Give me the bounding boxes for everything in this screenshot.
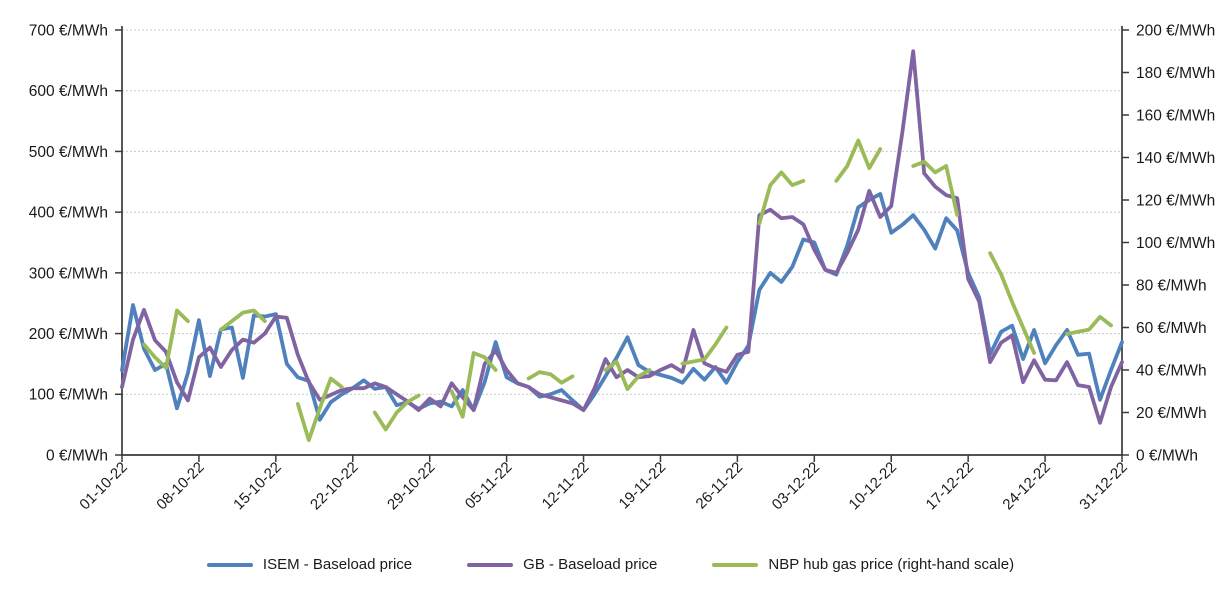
left-axis-label: 300 €/MWh	[29, 265, 108, 282]
series-line-gb	[120, 49, 1124, 425]
right-axis-label: 40 €/MWh	[1136, 362, 1207, 379]
legend-swatch-gb	[467, 562, 514, 567]
x-axis-label: 03-12-22	[769, 459, 823, 513]
legend-swatch-nbp	[712, 562, 759, 567]
legend-item-nbp: NBP hub gas price (right-hand scale)	[712, 556, 1014, 573]
x-axis-label: 10-12-22	[846, 459, 900, 513]
x-axis-label: 15-10-22	[230, 459, 284, 513]
right-axis-label: 80 €/MWh	[1136, 277, 1207, 294]
left-axis-label: 200 €/MWh	[29, 326, 108, 343]
x-axis-label: 22-10-22	[307, 459, 361, 513]
x-axis-label: 24-12-22	[999, 459, 1053, 513]
x-axis-label: 12-11-22	[539, 459, 593, 513]
left-axis-label: 700 €/MWh	[29, 22, 108, 39]
x-axis-label: 26-11-22	[693, 459, 747, 513]
legend-label-isem: ISEM - Baseload price	[262, 556, 413, 573]
x-axis-label: 31-12-22	[1076, 459, 1130, 513]
legend-swatch-isem	[206, 562, 253, 567]
right-axis-label: 180 €/MWh	[1136, 65, 1215, 82]
x-axis-label: 17-12-22	[923, 459, 977, 513]
chart-legend: ISEM - Baseload price GB - Baseload price…	[0, 556, 1221, 573]
x-axis-label: 29-10-22	[384, 459, 438, 513]
right-axis-label: 20 €/MWh	[1136, 405, 1207, 422]
left-axis-label: 0 €/MWh	[46, 447, 108, 464]
right-axis-label: 120 €/MWh	[1136, 192, 1215, 209]
legend-item-gb: GB - Baseload price	[467, 556, 657, 573]
series-line-nbp	[142, 138, 1113, 443]
series-line-isem	[120, 192, 1124, 422]
x-axis-label: 05-11-22	[462, 459, 516, 513]
x-axis-label: 19-11-22	[616, 459, 670, 513]
right-axis-label: 160 €/MWh	[1136, 107, 1215, 124]
right-axis-label: 60 €/MWh	[1136, 320, 1207, 337]
x-axis-label: 01-10-22	[76, 459, 130, 513]
legend-item-isem: ISEM - Baseload price	[206, 556, 413, 573]
left-axis-label: 500 €/MWh	[29, 144, 108, 161]
legend-label-gb: GB - Baseload price	[523, 556, 658, 573]
left-axis-label: 400 €/MWh	[29, 205, 108, 222]
right-axis-label: 0 €/MWh	[1136, 447, 1198, 464]
left-axis-label: 600 €/MWh	[29, 83, 108, 100]
left-axis-label: 100 €/MWh	[29, 387, 108, 404]
x-axis-label: 08-10-22	[153, 459, 207, 513]
right-axis-label: 200 €/MWh	[1136, 22, 1215, 39]
right-axis-label: 140 €/MWh	[1136, 150, 1215, 167]
legend-label-nbp: NBP hub gas price (right-hand scale)	[768, 556, 1015, 573]
right-axis-label: 100 €/MWh	[1136, 235, 1215, 252]
